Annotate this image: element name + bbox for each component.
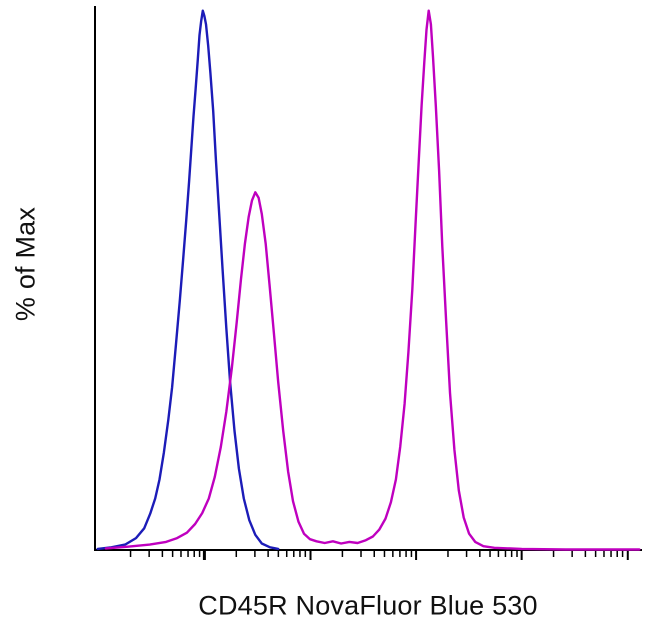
x-axis-label: CD45R NovaFluor Blue 530 [198,590,538,621]
blue-control-histogram-curve [96,9,280,551]
magenta-cd45r-histogram-curve [104,9,641,551]
y-axis-label: % of Max [10,206,41,322]
